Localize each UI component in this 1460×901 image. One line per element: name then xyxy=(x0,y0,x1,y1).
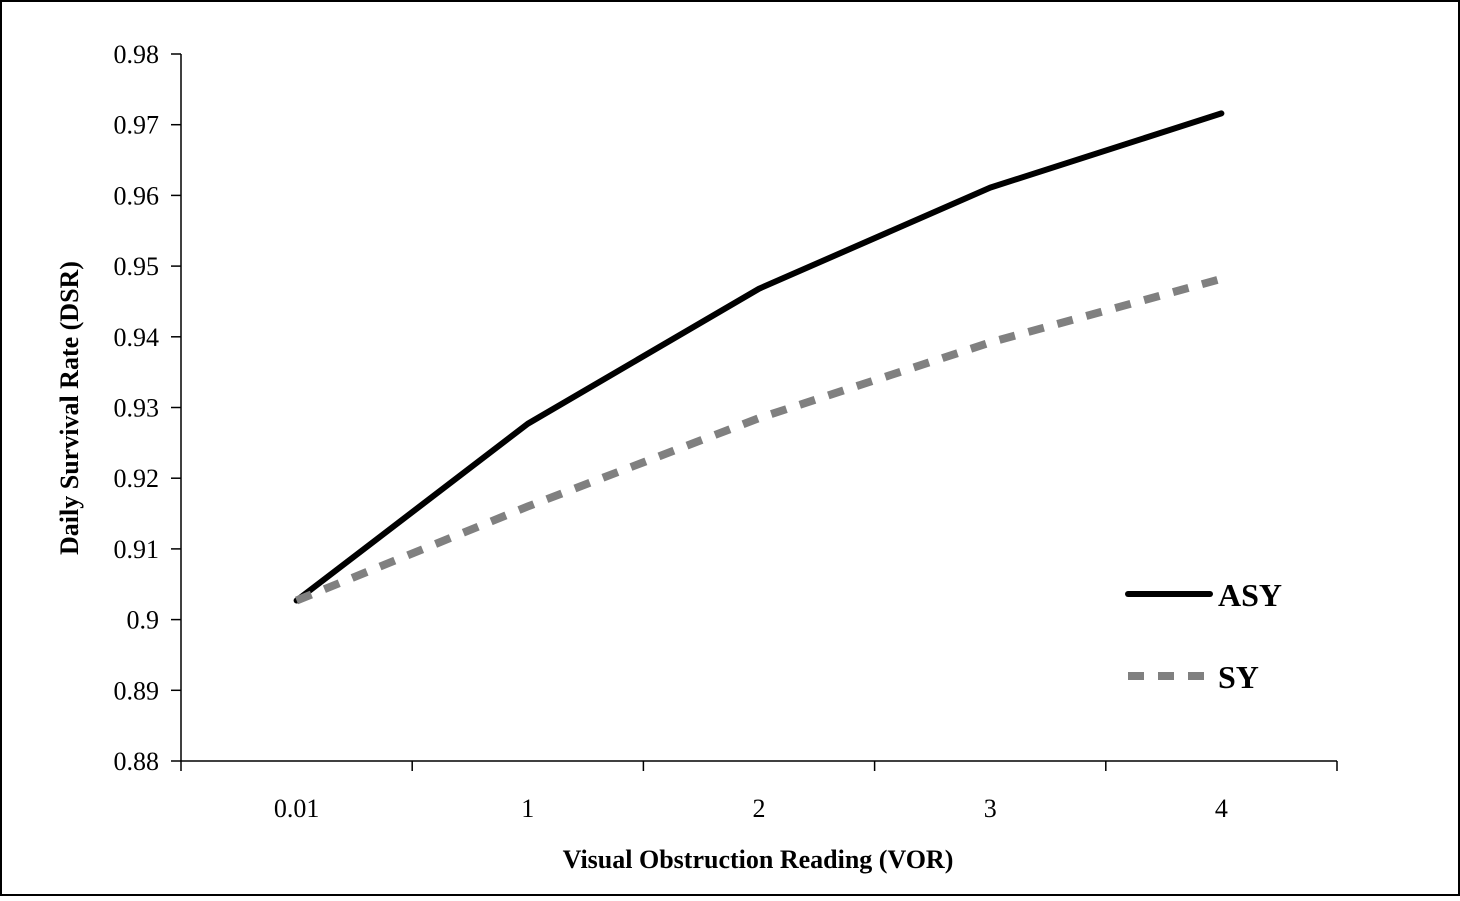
x-tick-label: 0.01 xyxy=(274,794,320,823)
y-tick-label: 0.88 xyxy=(114,747,160,776)
legend-label-asy: ASY xyxy=(1218,577,1282,613)
series-group xyxy=(293,110,1225,605)
x-axis: 0.01 1 2 3 4 xyxy=(180,760,1338,823)
x-tick-label: 1 xyxy=(521,794,534,823)
legend-label-sy: SY xyxy=(1218,659,1259,695)
y-tick-label: 0.98 xyxy=(114,40,160,69)
y-tick-label: 0.89 xyxy=(114,676,160,705)
y-tick-label: 0.94 xyxy=(114,323,160,352)
y-axis: 0.88 0.89 0.9 0.91 0.92 0.93 0.94 0.95 0.96 0.97 0… xyxy=(114,40,182,776)
x-tick-label: 3 xyxy=(984,794,997,823)
y-tick-label: 0.91 xyxy=(114,535,160,564)
series-line-asy xyxy=(293,110,1225,604)
legend: ASY SY xyxy=(1125,577,1282,695)
y-tick-label: 0.95 xyxy=(114,252,160,281)
y-tick-label: 0.97 xyxy=(114,111,160,140)
x-axis-title: Visual Obstruction Reading (VOR) xyxy=(563,845,954,874)
y-tick-label: 0.9 xyxy=(127,606,160,635)
series-line-sy xyxy=(295,274,1223,605)
x-tick-label: 2 xyxy=(753,794,766,823)
y-tick-label: 0.92 xyxy=(114,464,160,493)
x-tick-label: 4 xyxy=(1215,794,1228,823)
y-axis-title: Daily Survival Rate (DSR) xyxy=(55,261,84,555)
y-tick-label: 0.93 xyxy=(114,394,160,423)
y-tick-label: 0.96 xyxy=(114,181,160,210)
